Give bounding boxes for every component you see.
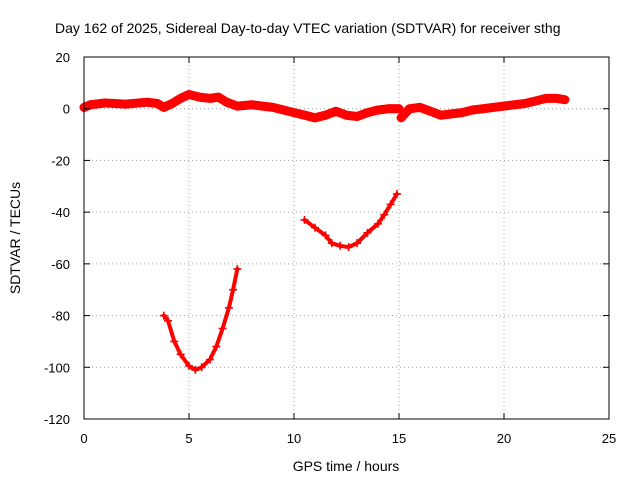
data-point	[380, 210, 389, 219]
y-tick-label: -120	[44, 412, 70, 427]
chart-title: Day 162 of 2025, Sidereal Day-to-day VTE…	[55, 20, 561, 36]
data-point	[170, 337, 179, 346]
x-tick-label: 5	[185, 431, 192, 446]
data-point	[86, 100, 95, 109]
data-point	[426, 107, 435, 116]
data-point	[405, 104, 414, 113]
data-point	[222, 98, 231, 107]
data-point	[290, 108, 298, 117]
series-arc-b	[300, 190, 401, 252]
data-point	[327, 239, 336, 248]
series-near-zero-trace-late-	[396, 93, 570, 123]
data-point	[233, 102, 242, 111]
data-point	[233, 265, 242, 274]
y-tick-label: -80	[51, 309, 70, 324]
data-point	[197, 363, 206, 372]
x-tick-label: 10	[287, 431, 301, 446]
data-point	[176, 350, 185, 359]
x-tick-label: 15	[392, 431, 406, 446]
data-point	[258, 102, 267, 111]
data-point	[206, 94, 214, 103]
data-point	[212, 342, 221, 351]
y-axis-label: SDTVAR / TECUs	[7, 182, 23, 294]
data-point	[374, 219, 382, 228]
x-tick-label: 0	[80, 431, 87, 446]
data-layer	[79, 89, 570, 374]
data-point	[195, 93, 204, 102]
data-point	[397, 113, 406, 122]
data-point	[279, 106, 288, 115]
data-point	[122, 100, 130, 109]
data-point	[342, 111, 351, 120]
y-tick-label: -60	[51, 257, 70, 272]
data-point	[321, 231, 330, 240]
data-point	[164, 316, 172, 325]
data-point	[248, 100, 256, 109]
data-point	[510, 100, 519, 109]
series-near-zero-trace	[79, 89, 404, 123]
y-tick-label: -20	[51, 153, 70, 168]
data-point	[176, 94, 185, 103]
data-point	[468, 106, 477, 115]
data-point	[206, 355, 214, 364]
data-point	[269, 103, 277, 112]
data-point	[153, 99, 162, 108]
data-point	[191, 365, 200, 374]
data-point	[437, 111, 445, 120]
data-point	[143, 98, 151, 107]
data-point	[384, 104, 393, 113]
data-point	[336, 241, 345, 250]
data-point	[363, 108, 372, 117]
data-point	[229, 285, 238, 294]
data-point	[458, 108, 466, 117]
data-point	[489, 103, 498, 112]
plot-frame	[83, 56, 610, 420]
data-point	[185, 90, 193, 99]
data-point	[392, 190, 401, 199]
y-tick-label: 20	[56, 50, 70, 65]
data-point	[214, 93, 223, 102]
data-point	[300, 215, 309, 224]
data-point	[224, 303, 233, 312]
data-point	[542, 94, 550, 103]
data-point	[218, 324, 227, 333]
y-tick-label: 0	[63, 102, 70, 117]
data-point	[101, 99, 109, 108]
data-point	[321, 111, 330, 120]
data-point	[311, 223, 319, 232]
x-tick-label: 20	[497, 431, 511, 446]
series-arc-a	[159, 265, 242, 374]
data-point	[416, 103, 424, 112]
x-tick-label: 25	[602, 431, 616, 446]
data-point	[300, 111, 309, 120]
y-tick-label: -40	[51, 205, 70, 220]
data-point	[332, 107, 340, 116]
data-point	[386, 200, 395, 209]
data-point	[168, 99, 177, 108]
data-point	[552, 94, 561, 103]
data-point	[344, 243, 353, 252]
data-point	[159, 311, 168, 320]
data-point	[479, 104, 487, 113]
data-point	[531, 96, 540, 105]
tick-layer: 0 5 10 15 20 25 20 0 -20 -40 -60 -80 -100 -120	[44, 50, 616, 446]
data-point	[395, 104, 403, 113]
x-axis-label: GPS time / hours	[293, 458, 400, 474]
data-point	[311, 113, 319, 122]
data-point	[447, 109, 456, 118]
data-point	[500, 102, 508, 111]
data-point	[374, 106, 382, 115]
data-point	[185, 361, 193, 370]
data-point	[159, 103, 168, 112]
data-point	[353, 239, 361, 248]
data-point	[521, 99, 529, 108]
data-point	[560, 95, 569, 104]
y-tick-label: -100	[44, 360, 70, 375]
series-band	[302, 192, 399, 250]
data-point	[353, 112, 361, 121]
data-point	[363, 228, 372, 237]
